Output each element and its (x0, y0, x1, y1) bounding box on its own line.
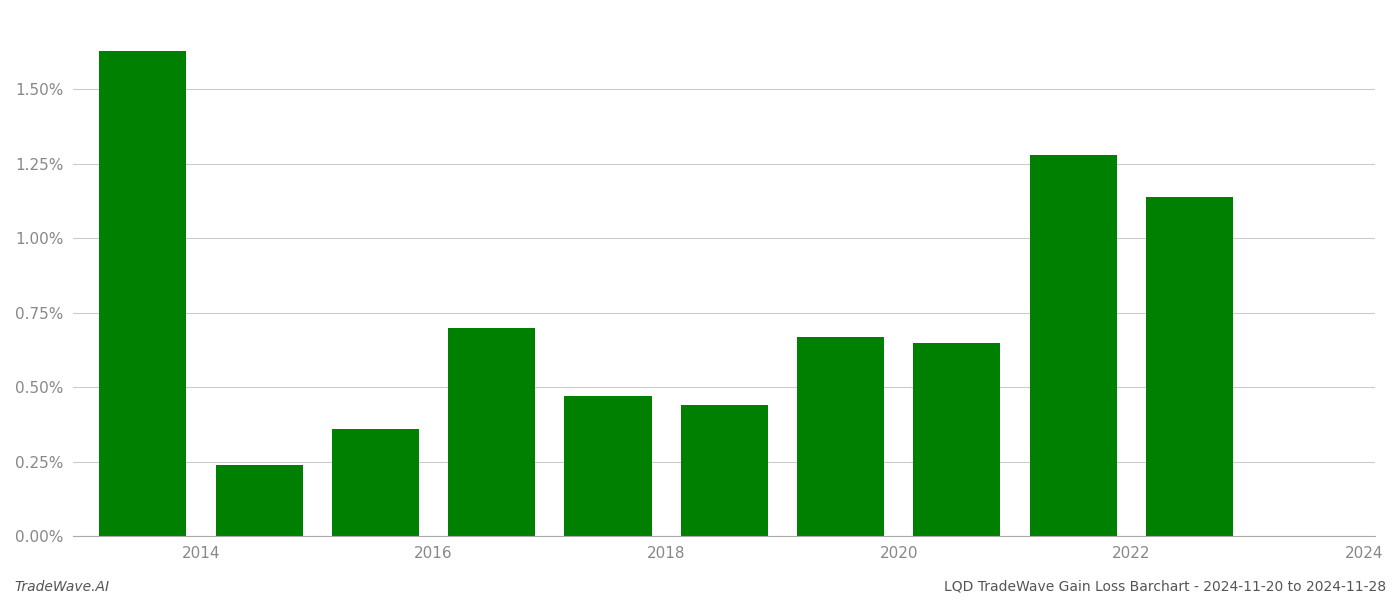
Bar (797, 337, 885, 536)
Bar (99, 51, 186, 536)
Bar (1145, 197, 1233, 536)
Bar (448, 328, 535, 536)
Bar (913, 343, 1001, 536)
Bar (564, 396, 651, 536)
Text: TradeWave.AI: TradeWave.AI (14, 580, 109, 594)
Bar (216, 465, 302, 536)
Bar (1029, 155, 1117, 536)
Bar (332, 429, 419, 536)
Text: LQD TradeWave Gain Loss Barchart - 2024-11-20 to 2024-11-28: LQD TradeWave Gain Loss Barchart - 2024-… (944, 580, 1386, 594)
Bar (680, 405, 767, 536)
